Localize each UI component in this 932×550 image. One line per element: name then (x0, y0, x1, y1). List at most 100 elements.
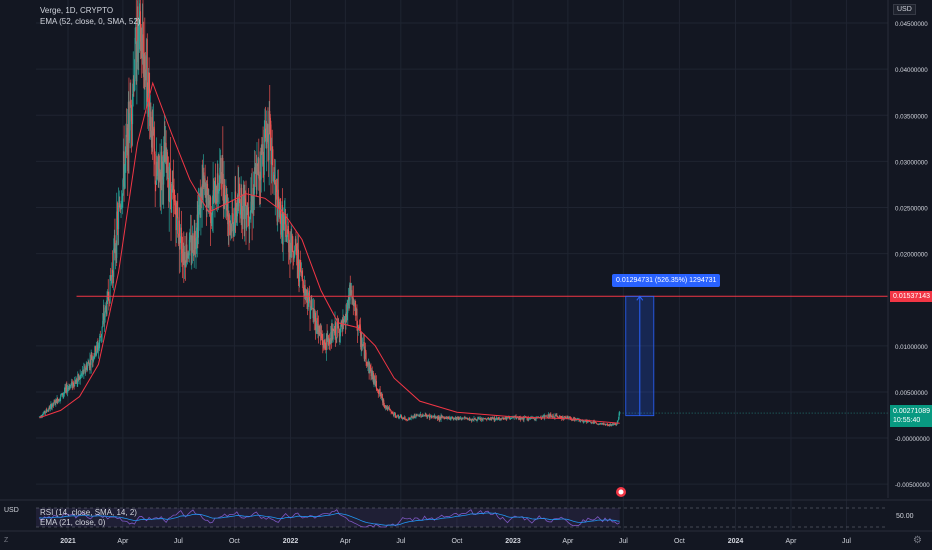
candle-body (420, 414, 422, 417)
candle-body (296, 255, 298, 263)
candle-body (519, 417, 521, 420)
candle-body (265, 137, 267, 149)
candle-body (341, 321, 343, 323)
candle-body (194, 231, 196, 242)
candle-body (49, 407, 51, 409)
candle-body (97, 346, 99, 351)
candle-body (327, 335, 329, 345)
candle-body (182, 253, 184, 262)
candle-body (247, 207, 249, 215)
chart-title[interactable]: Verge, 1D, CRYPTO (40, 6, 114, 15)
candle-body (282, 204, 284, 245)
candle-body (304, 285, 306, 297)
candle-body (96, 344, 98, 346)
candle-body (69, 385, 71, 386)
candle-body (291, 235, 293, 251)
candle-body (312, 308, 314, 319)
price-candles (38, 0, 621, 427)
candle-body (378, 393, 380, 394)
candle-body (356, 308, 358, 326)
candle-body (197, 211, 199, 238)
candle-body (195, 238, 197, 250)
candle-body (225, 188, 227, 211)
candle-body (265, 128, 267, 138)
candle-body (559, 416, 561, 418)
candle-body (510, 418, 512, 419)
candle-body (424, 414, 426, 416)
candle-body (393, 414, 395, 416)
candle-body (140, 41, 142, 51)
candle-body (345, 312, 347, 323)
rsi-indicator-label[interactable]: RSI (14, close, SMA, 14, 2) (40, 508, 137, 517)
time-tick-label: Jul (174, 538, 183, 545)
zoom-reset-icon[interactable]: Z (4, 537, 9, 544)
candle-body (158, 154, 160, 169)
candle-body (361, 340, 363, 347)
rsi-ema-label[interactable]: EMA (21, close, 0) (40, 518, 106, 527)
candle-body (82, 370, 84, 374)
candle-body (600, 423, 602, 425)
candle-body (320, 333, 322, 334)
rsi-currency-label[interactable]: USD (4, 507, 19, 514)
candle-body (491, 417, 493, 419)
candle-body (434, 415, 436, 419)
candle-body (76, 379, 78, 383)
candle-body (366, 362, 368, 364)
candle-body (418, 414, 420, 416)
candle-body (314, 312, 316, 320)
candle-body (343, 318, 345, 324)
candle-body (567, 417, 569, 419)
candle-body (413, 417, 415, 418)
candle-body (220, 158, 222, 180)
time-tick-label: 2023 (505, 538, 521, 545)
gear-icon[interactable]: ⚙ (913, 535, 922, 546)
candle-body (101, 326, 103, 335)
candle-body (341, 321, 343, 330)
candle-body (74, 381, 76, 384)
candle-body (44, 411, 46, 413)
candle-body (271, 148, 273, 165)
candle-body (364, 349, 366, 353)
candle-body (266, 124, 268, 130)
candle-body (350, 293, 352, 296)
candle-body (463, 417, 465, 419)
candle-body (502, 417, 504, 419)
candle-body (496, 417, 498, 420)
price-tick-label: -0.00000000 (895, 436, 930, 443)
candle-body (429, 415, 431, 419)
candle-body (335, 338, 337, 340)
candle-body (175, 212, 177, 231)
candle-body (230, 225, 232, 233)
candle-body (520, 417, 522, 420)
candle-body (71, 381, 73, 384)
candle-body (466, 417, 468, 419)
candle-body (363, 341, 365, 346)
candle-body (560, 417, 562, 419)
candle-body (446, 416, 448, 419)
candle-body (138, 22, 140, 41)
candle-body (304, 285, 306, 297)
candle-body (503, 417, 505, 419)
candle-body (198, 204, 200, 212)
candle-body (419, 414, 421, 415)
price-tick-label: 0.03000000 (895, 159, 928, 166)
candle-body (318, 326, 320, 335)
candle-body (397, 414, 399, 416)
candle-body (102, 320, 104, 327)
candle-body (370, 369, 372, 377)
candle-body (522, 417, 524, 419)
candle-body (435, 417, 437, 418)
candle-body (145, 72, 147, 81)
candle-body (458, 417, 460, 420)
candle-body (253, 187, 255, 194)
currency-label[interactable]: USD (893, 4, 916, 15)
candle-body (124, 165, 126, 187)
candle-body (335, 322, 337, 339)
candle-body (136, 6, 138, 63)
candle-body (143, 54, 145, 78)
candle-body (407, 419, 409, 421)
candle-body (407, 420, 409, 421)
candle-body (449, 417, 451, 419)
ema-indicator-label[interactable]: EMA (52, close, 0, SMA, 52) (40, 17, 141, 26)
